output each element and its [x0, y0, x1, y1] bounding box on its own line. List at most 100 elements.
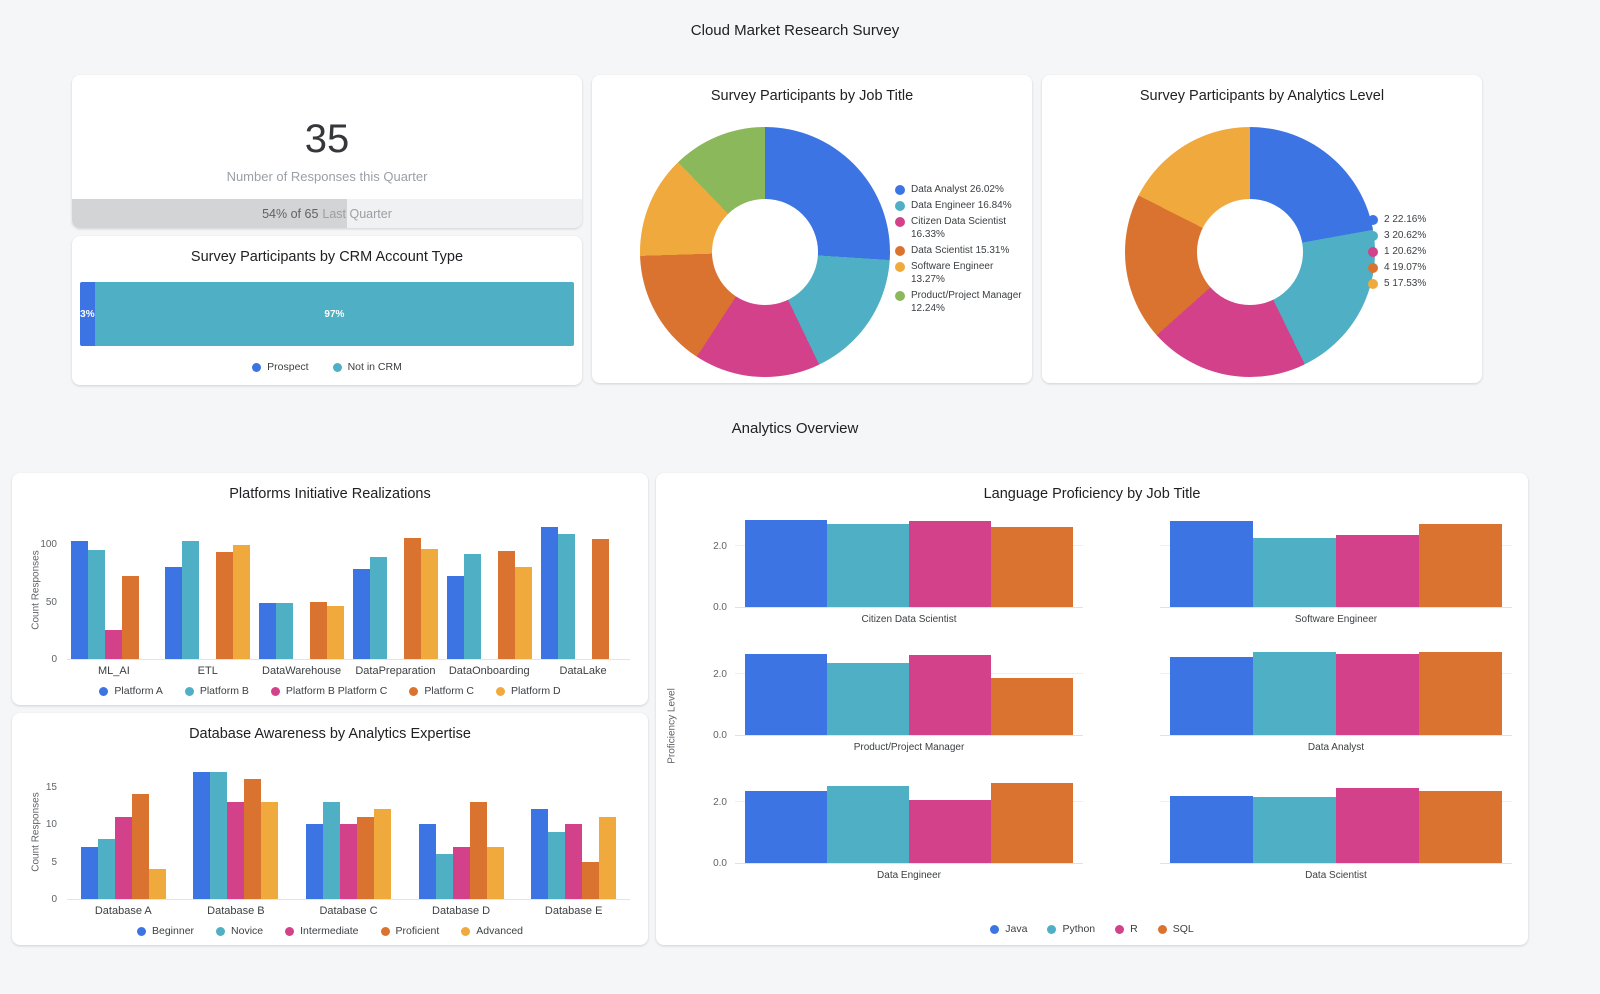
bar-proficient[interactable] [131, 794, 149, 899]
legend-item-java[interactable]: Java [990, 923, 1027, 935]
bar-platform-c[interactable] [497, 550, 515, 659]
bar-sql[interactable] [991, 783, 1073, 863]
bar-sql[interactable] [1419, 524, 1502, 607]
legend-item-not-in-crm[interactable]: Not in CRM [332, 361, 402, 373]
crm-segment-not-in-crm[interactable]: 97% [94, 282, 574, 346]
legend-item-5-17-53[interactable]: 5 17.53% [1368, 277, 1478, 290]
bar-r[interactable] [1336, 534, 1419, 607]
legend-item-2-22-16[interactable]: 2 22.16% [1368, 213, 1478, 226]
bar-intermediate[interactable] [114, 816, 132, 899]
bar-advanced[interactable] [599, 816, 617, 899]
bar-proficient[interactable] [244, 779, 262, 899]
bar-beginner[interactable] [193, 771, 211, 899]
legend-item-advanced[interactable]: Advanced [461, 925, 523, 937]
legend-item-sql[interactable]: SQL [1157, 923, 1194, 935]
bar-novice[interactable] [322, 801, 340, 899]
bar-beginner[interactable] [80, 846, 98, 899]
bar-platform-a[interactable] [165, 567, 183, 659]
bar-beginner[interactable] [418, 824, 436, 899]
bar-python[interactable] [1253, 797, 1336, 863]
bar-python[interactable] [827, 662, 909, 735]
legend-item-product-project-manager-12-24[interactable]: Product/Project Manager 12.24% [895, 289, 1025, 315]
bar-advanced[interactable] [373, 809, 391, 899]
bar-platform-a[interactable] [71, 540, 89, 659]
bar-novice[interactable] [435, 854, 453, 899]
bar-intermediate[interactable] [227, 801, 245, 899]
bar-r[interactable] [909, 655, 991, 735]
bar-platform-c[interactable] [216, 552, 234, 659]
bar-platform-c[interactable] [403, 538, 421, 659]
bar-platform-b[interactable] [88, 549, 106, 659]
bar-sql[interactable] [991, 527, 1073, 607]
bar-platform-b[interactable] [463, 554, 481, 659]
legend-item-3-20-62[interactable]: 3 20.62% [1368, 229, 1478, 242]
bar-intermediate[interactable] [565, 824, 583, 899]
legend-item-proficient[interactable]: Proficient [380, 925, 439, 937]
bar-r[interactable] [1336, 653, 1419, 735]
bar-platform-c[interactable] [591, 539, 609, 659]
legend-item-intermediate[interactable]: Intermediate [285, 925, 359, 937]
bar-java[interactable] [745, 653, 827, 735]
bar-platform-b[interactable] [182, 540, 200, 659]
bar-sql[interactable] [991, 678, 1073, 735]
bar-java[interactable] [745, 519, 827, 607]
bar-advanced[interactable] [486, 846, 504, 899]
bar-platform-d[interactable] [420, 548, 438, 659]
donut-ring[interactable] [1125, 127, 1375, 377]
legend-item-beginner[interactable]: Beginner [137, 925, 194, 937]
bar-platform-b[interactable] [276, 602, 294, 659]
bar-platform-a[interactable] [259, 602, 277, 659]
legend-item-platform-a[interactable]: Platform A [99, 685, 163, 697]
bar-python[interactable] [1253, 652, 1336, 735]
legend-item-citizen-data-scientist-16-33[interactable]: Citizen Data Scientist 16.33% [895, 215, 1025, 241]
bar-sql[interactable] [1419, 652, 1502, 735]
bar-java[interactable] [1170, 795, 1253, 863]
legend-item-novice[interactable]: Novice [216, 925, 263, 937]
bar-java[interactable] [1170, 656, 1253, 735]
bar-java[interactable] [745, 790, 827, 863]
bar-sql[interactable] [1419, 790, 1502, 863]
bar-platform-a[interactable] [352, 569, 370, 659]
bar-python[interactable] [827, 786, 909, 863]
legend-item-platform-c[interactable]: Platform C [409, 685, 474, 697]
bar-platform-a[interactable] [446, 576, 464, 659]
bar-platform-d[interactable] [233, 545, 251, 659]
bar-advanced[interactable] [148, 869, 166, 899]
bar-novice[interactable] [210, 771, 228, 899]
bar-proficient[interactable] [582, 861, 600, 899]
legend-item-platform-d[interactable]: Platform D [495, 685, 561, 697]
crm-segment-prospect[interactable]: 3% [80, 282, 95, 346]
bar-python[interactable] [827, 524, 909, 607]
legend-item-platform-b-platform-c[interactable]: Platform B Platform C [270, 685, 387, 697]
legend-item-data-analyst-26-02[interactable]: Data Analyst 26.02% [895, 183, 1025, 196]
legend-item-r[interactable]: R [1115, 923, 1138, 935]
bar-beginner[interactable] [531, 809, 549, 899]
bar-beginner[interactable] [305, 824, 323, 899]
bar-r[interactable] [909, 800, 991, 863]
legend-item-data-scientist-15-31[interactable]: Data Scientist 15.31% [895, 244, 1025, 257]
bar-intermediate[interactable] [339, 824, 357, 899]
donut-ring[interactable] [640, 127, 890, 377]
legend-item-data-engineer-16-84[interactable]: Data Engineer 16.84% [895, 199, 1025, 212]
legend-item-python[interactable]: Python [1047, 923, 1095, 935]
bar-platform-c[interactable] [122, 576, 140, 659]
legend-item-4-19-07[interactable]: 4 19.07% [1368, 261, 1478, 274]
bar-platform-b[interactable] [369, 556, 387, 659]
bar-platform-b-platform-c[interactable] [105, 630, 123, 659]
bar-platform-d[interactable] [327, 606, 345, 659]
bar-platform-c[interactable] [310, 601, 328, 659]
legend-item-platform-b[interactable]: Platform B [184, 685, 249, 697]
legend-item-1-20-62[interactable]: 1 20.62% [1368, 245, 1478, 258]
bar-proficient[interactable] [469, 801, 487, 899]
bar-advanced[interactable] [261, 801, 279, 899]
bar-java[interactable] [1170, 521, 1253, 607]
bar-platform-d[interactable] [514, 567, 532, 659]
bar-novice[interactable] [97, 839, 115, 899]
bar-intermediate[interactable] [452, 846, 470, 899]
bar-r[interactable] [909, 521, 991, 607]
bar-platform-b[interactable] [557, 533, 575, 659]
bar-novice[interactable] [548, 831, 566, 899]
bar-r[interactable] [1336, 787, 1419, 863]
legend-item-prospect[interactable]: Prospect [252, 361, 309, 373]
bar-proficient[interactable] [356, 816, 374, 899]
